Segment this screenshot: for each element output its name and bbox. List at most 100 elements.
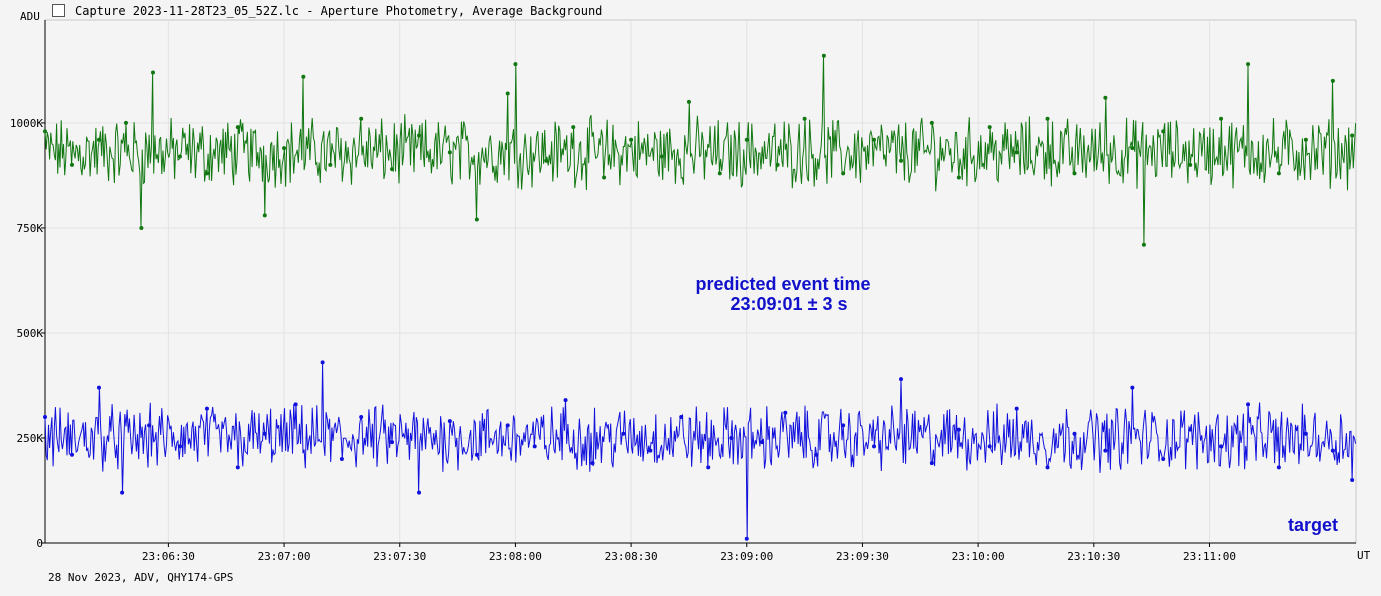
data-point <box>139 225 144 230</box>
window-title: Capture 2023-11-28T23_05_52Z.lc - Apertu… <box>75 4 603 18</box>
footer-caption: 28 Nov 2023, ADV, QHY174-GPS <box>48 571 234 584</box>
data-point <box>1014 406 1019 411</box>
data-point <box>729 435 734 440</box>
data-point <box>571 125 576 130</box>
data-point <box>359 414 364 419</box>
data-point <box>775 162 780 167</box>
y-tick-labels: 0 250K 500K 750K 1000K <box>10 117 45 550</box>
x-tick-label: 23:06:30 <box>142 550 195 563</box>
x-tick-label: 23:09:30 <box>836 550 889 563</box>
data-point <box>1045 116 1050 121</box>
data-point <box>282 146 287 151</box>
data-point <box>293 402 298 407</box>
data-point <box>417 133 422 138</box>
data-point <box>474 452 479 457</box>
data-point <box>150 70 155 75</box>
data-point <box>872 444 877 449</box>
data-point <box>590 461 595 466</box>
data-point <box>1141 242 1146 247</box>
data-point <box>1045 465 1050 470</box>
data-point <box>339 456 344 461</box>
data-point <box>841 423 846 428</box>
data-point <box>532 444 537 449</box>
data-point <box>474 217 479 222</box>
data-point <box>544 158 549 163</box>
data-point <box>783 410 788 415</box>
data-point <box>262 213 267 218</box>
data-point <box>1103 448 1108 453</box>
data-point <box>706 465 711 470</box>
data-point <box>204 171 209 176</box>
data-point <box>43 414 47 419</box>
data-point <box>262 431 267 436</box>
series-comparison <box>43 53 1357 247</box>
x-tick-label: 23:08:00 <box>489 550 542 563</box>
data-point <box>1246 402 1251 407</box>
data-point <box>1350 133 1355 138</box>
data-point <box>1072 171 1077 176</box>
x-tick-label: 23:09:00 <box>720 550 773 563</box>
data-point <box>320 360 325 365</box>
data-point <box>872 137 877 142</box>
data-point <box>359 116 364 121</box>
x-tick-label: 23:10:30 <box>1067 550 1120 563</box>
y-axis-unit-label: ADU <box>20 10 40 23</box>
chart-icon[interactable] <box>52 4 65 17</box>
data-point <box>447 419 452 424</box>
data-point <box>717 171 722 176</box>
series-layer <box>43 53 1357 541</box>
data-point <box>987 444 992 449</box>
data-point <box>956 427 961 432</box>
series-line <box>44 362 1357 539</box>
data-point <box>1276 171 1281 176</box>
data-point <box>814 452 819 457</box>
data-point <box>96 385 101 390</box>
data-point <box>899 377 904 382</box>
data-point <box>744 137 749 142</box>
data-point <box>686 99 691 104</box>
data-point <box>1161 456 1166 461</box>
data-point <box>629 137 634 142</box>
data-point <box>929 120 934 125</box>
annotation-line-2: 23:09:01 ± 3 s <box>731 294 848 314</box>
data-point <box>1330 78 1335 83</box>
x-tick-label: 23:11:00 <box>1183 550 1236 563</box>
data-point <box>513 62 518 67</box>
data-point <box>821 53 826 58</box>
data-point <box>69 452 74 457</box>
data-point <box>235 125 240 130</box>
data-point <box>841 171 846 176</box>
x-tick-label: 23:07:00 <box>258 550 311 563</box>
y-tick-label: 750K <box>17 222 44 235</box>
data-point <box>1276 465 1281 470</box>
data-point <box>621 431 626 436</box>
data-point <box>1303 137 1308 142</box>
x-tick-label: 23:10:00 <box>952 550 1005 563</box>
x-axis-unit-label: UT <box>1357 549 1371 562</box>
data-point <box>1103 95 1108 100</box>
data-point <box>1072 431 1077 436</box>
y-tick-label: 1000K <box>10 117 43 130</box>
data-point <box>69 162 74 167</box>
x-tick-label: 23:08:30 <box>605 550 658 563</box>
data-point <box>1188 427 1193 432</box>
data-point <box>802 116 807 121</box>
data-point <box>177 154 182 159</box>
data-point <box>235 465 240 470</box>
series-line <box>44 55 1357 245</box>
data-point <box>96 137 101 142</box>
data-point <box>1219 116 1224 121</box>
data-point <box>447 150 452 155</box>
data-point <box>760 440 765 445</box>
data-point <box>301 74 306 79</box>
data-point <box>1330 448 1335 453</box>
data-point <box>1350 477 1355 482</box>
data-point <box>899 158 904 163</box>
series-target <box>43 360 1357 541</box>
data-point <box>659 154 664 159</box>
data-point <box>563 398 568 403</box>
data-point <box>328 162 333 167</box>
data-point <box>1219 444 1224 449</box>
x-tick-labels: 23:06:30 23:07:00 23:07:30 23:08:00 23:08:30… <box>142 543 1236 563</box>
